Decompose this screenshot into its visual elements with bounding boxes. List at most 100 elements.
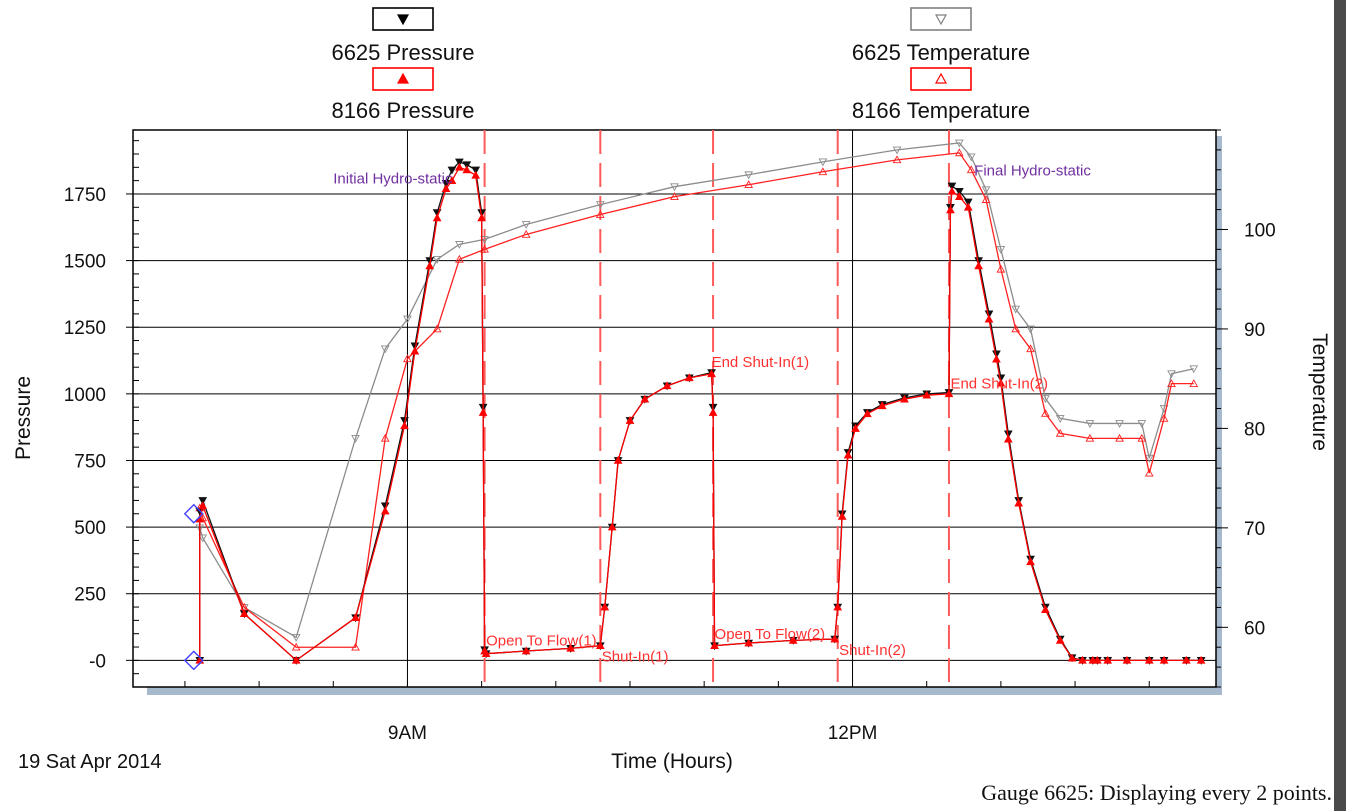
data-point <box>425 261 435 270</box>
y2-axis-ticks: 60 70 80 90 100 <box>1216 129 1276 688</box>
legend: 6625 Pressure 6625 Temperature 8166 Pressu… <box>331 7 1030 123</box>
data-point <box>425 257 435 266</box>
data-point <box>471 170 481 179</box>
data-point <box>1041 605 1050 614</box>
data-point <box>1003 434 1013 443</box>
data-point <box>613 455 623 464</box>
data-point <box>963 202 973 211</box>
data-point <box>992 354 1001 363</box>
data-point <box>455 254 464 263</box>
data-point <box>198 497 208 505</box>
data-point <box>477 209 487 218</box>
data-point <box>351 642 360 651</box>
data-point <box>455 158 464 167</box>
data-point <box>1122 655 1132 664</box>
event-annotation: Open To Flow(2) <box>715 626 826 643</box>
grid <box>133 130 1216 687</box>
data-point <box>1144 454 1154 463</box>
data-point <box>1041 408 1050 417</box>
legend-label: 8166 Temperature <box>852 98 1030 123</box>
data-point <box>480 244 489 253</box>
data-point <box>947 186 957 195</box>
minor-ticks <box>133 140 1150 687</box>
date-label: 19 Sat Apr 2014 <box>18 751 161 773</box>
data-point <box>1137 433 1147 442</box>
data-point <box>1144 468 1154 477</box>
data-point <box>432 324 442 333</box>
data-point <box>198 534 208 543</box>
data-point <box>922 390 932 399</box>
legend-label: 6625 Pressure <box>331 40 474 65</box>
data-point <box>478 407 488 416</box>
start-marker-icon <box>183 650 204 671</box>
data-point <box>833 602 843 611</box>
y-axis-label: Pressure <box>12 376 35 460</box>
data-point <box>818 158 828 167</box>
data-point <box>1189 365 1199 374</box>
data-point <box>432 213 442 222</box>
event-annotation: Shut-In(1) <box>602 649 669 666</box>
data-point <box>744 638 754 647</box>
data-point <box>455 162 464 171</box>
data-point <box>877 401 887 410</box>
data-point <box>954 148 964 157</box>
y2-tick-label: 100 <box>1244 220 1276 241</box>
event-annotation: Shut-In(2) <box>839 642 906 659</box>
annotations: Initial Hydro-static Final Hydro-static Op… <box>333 162 1091 665</box>
data-point <box>521 229 531 238</box>
data-point <box>1115 433 1124 442</box>
legend-label: 8166 Pressure <box>331 98 474 123</box>
data-point <box>830 634 840 643</box>
data-point <box>1103 655 1113 664</box>
data-point <box>1196 655 1206 664</box>
data-point <box>595 210 605 218</box>
data-point <box>607 522 617 531</box>
data-point <box>447 176 457 184</box>
data-point <box>954 187 964 196</box>
data-point <box>462 165 472 174</box>
data-point <box>1014 498 1024 507</box>
x-axis-label: Time (Hours) <box>611 750 733 773</box>
data-point <box>708 407 718 416</box>
data-point <box>1026 325 1035 334</box>
data-point <box>670 192 679 200</box>
series-8166-pressure <box>195 162 1206 664</box>
y2-axis-label: Temperature <box>1308 333 1331 451</box>
data-point <box>954 139 964 148</box>
data-point <box>1167 370 1176 379</box>
data-point <box>1003 430 1013 439</box>
data-point <box>843 450 853 459</box>
data-point <box>996 264 1006 273</box>
data-point <box>892 155 902 164</box>
event-annotation: Open To Flow(1) <box>486 633 597 650</box>
data-point <box>1137 420 1147 428</box>
y2-tick-label: 90 <box>1244 320 1265 341</box>
y-tick-label: 1500 <box>64 252 106 273</box>
data-point <box>595 201 605 210</box>
window-edge <box>1334 0 1346 811</box>
data-point <box>640 394 650 403</box>
series-6625-temperature <box>195 139 1199 642</box>
data-point <box>477 213 487 222</box>
data-point <box>707 369 716 378</box>
data-point <box>403 354 412 363</box>
data-point <box>1078 655 1087 664</box>
x-tick-label: 12PM <box>828 723 878 744</box>
data-point <box>351 613 360 622</box>
data-point <box>974 261 983 270</box>
legend-marker-icon <box>934 14 948 26</box>
data-point <box>1092 655 1102 664</box>
data-point <box>744 171 754 180</box>
data-point <box>403 315 412 324</box>
data-point <box>1144 655 1154 664</box>
event-annotation: Initial Hydro-static <box>333 170 453 187</box>
data-point <box>1167 379 1176 387</box>
data-point <box>996 378 1006 387</box>
data-point <box>462 161 472 170</box>
data-point <box>981 186 991 195</box>
data-point <box>410 346 420 355</box>
data-point <box>984 314 994 323</box>
y2-tick-label: 60 <box>1244 618 1265 639</box>
data-point <box>291 633 301 642</box>
